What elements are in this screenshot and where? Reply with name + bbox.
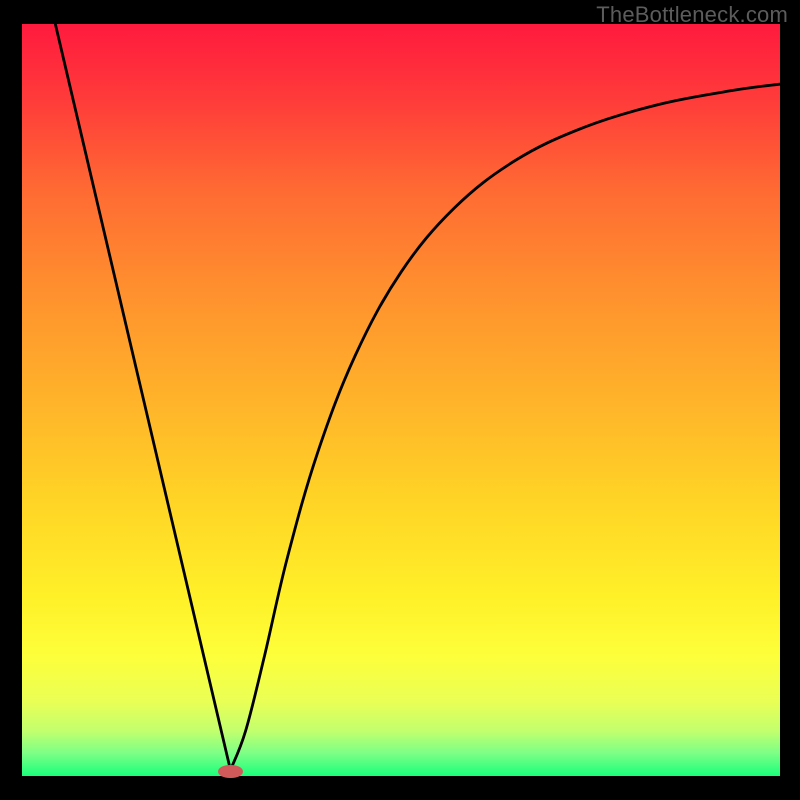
optimum-marker	[218, 765, 242, 779]
bottleneck-curve	[22, 24, 780, 776]
watermark-text: TheBottleneck.com	[596, 2, 788, 28]
plot-area	[22, 24, 780, 776]
chart-frame: TheBottleneck.com	[0, 0, 800, 800]
